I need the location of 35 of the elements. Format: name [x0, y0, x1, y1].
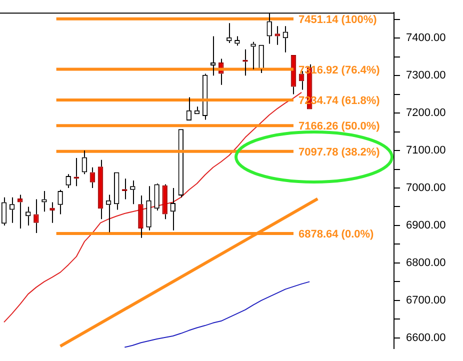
ref-line-label: 6878.64 (0.0%) [298, 228, 374, 241]
y-tick-label: 7000.00 [406, 182, 446, 194]
candlestick [34, 198, 39, 234]
candlestick [90, 166, 96, 188]
y-tick-label: 7100.00 [406, 144, 446, 157]
candlestick [258, 44, 264, 74]
candlestick [26, 206, 31, 226]
candlestick [250, 41, 256, 70]
y-tick-label: 7400.00 [406, 32, 446, 44]
candlestick [98, 159, 104, 220]
y-tick-label: 6800.00 [406, 256, 446, 269]
candlestick [82, 150, 88, 175]
candlestick [146, 186, 152, 231]
ref-line-label: 7097.78 (38.2%) [298, 146, 380, 158]
candlestick [66, 174, 71, 188]
candlestick [154, 184, 160, 211]
candlestick [210, 36, 216, 76]
candlestick [162, 184, 168, 220]
candlestick [226, 22, 232, 44]
candlestick [58, 189, 63, 215]
candlestick [1, 196, 7, 226]
candlestick [186, 96, 192, 121]
y-tick-label: 7300.00 [406, 70, 446, 82]
candlestick [106, 194, 112, 233]
candlestick [42, 190, 47, 212]
candlestick [114, 172, 120, 210]
y-tick-label: 7200.00 [406, 107, 446, 120]
y-tick-label: 6900.00 [406, 220, 446, 232]
y-tick-label: 6700.00 [406, 294, 446, 306]
y-tick-label: 6600.00 [406, 332, 446, 344]
ref-line-label: 7166.26 (50.0%) [298, 120, 380, 133]
candlestick [234, 36, 240, 46]
ref-line-label: 7451.14 (100%) [298, 14, 378, 26]
candlestick [130, 180, 136, 205]
candlestick [138, 194, 144, 238]
